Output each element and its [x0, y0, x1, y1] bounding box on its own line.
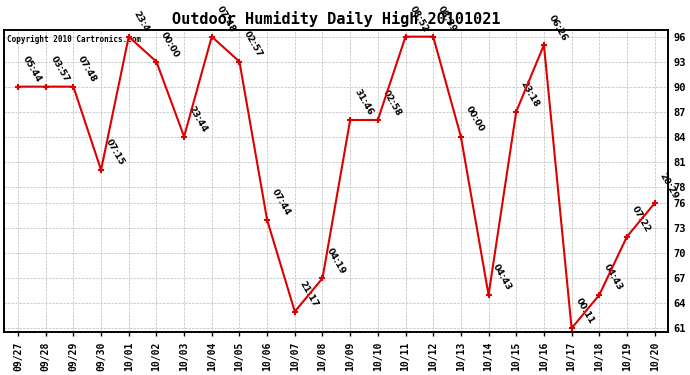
Text: 00:00: 00:00: [159, 30, 181, 59]
Text: 03:57: 03:57: [48, 55, 70, 84]
Text: 20:29: 20:29: [658, 171, 680, 201]
Text: 00:00: 00:00: [464, 105, 486, 134]
Text: 08:39: 08:39: [436, 4, 458, 34]
Text: 07:15: 07:15: [104, 138, 126, 167]
Text: 23:18: 23:18: [519, 80, 541, 109]
Text: 07:44: 07:44: [270, 188, 292, 217]
Text: 00:11: 00:11: [574, 296, 596, 326]
Text: 02:57: 02:57: [242, 30, 264, 59]
Text: 07:48: 07:48: [215, 4, 237, 34]
Text: 08:52: 08:52: [408, 4, 431, 34]
Text: Copyright 2010 Cartronics.com: Copyright 2010 Cartronics.com: [8, 34, 141, 44]
Title: Outdoor Humidity Daily High 20101021: Outdoor Humidity Daily High 20101021: [172, 11, 500, 27]
Text: 02:58: 02:58: [381, 88, 403, 117]
Text: 04:43: 04:43: [491, 263, 513, 292]
Text: 07:22: 07:22: [630, 204, 652, 234]
Text: 21:17: 21:17: [297, 279, 319, 309]
Text: 04:19: 04:19: [325, 246, 348, 276]
Text: 31:46: 31:46: [353, 88, 375, 117]
Text: 06:26: 06:26: [546, 13, 569, 42]
Text: 23:4: 23:4: [132, 10, 150, 34]
Text: 23:44: 23:44: [187, 104, 209, 134]
Text: 04:43: 04:43: [602, 263, 624, 292]
Text: 07:48: 07:48: [76, 54, 98, 84]
Text: 05:44: 05:44: [21, 54, 43, 84]
